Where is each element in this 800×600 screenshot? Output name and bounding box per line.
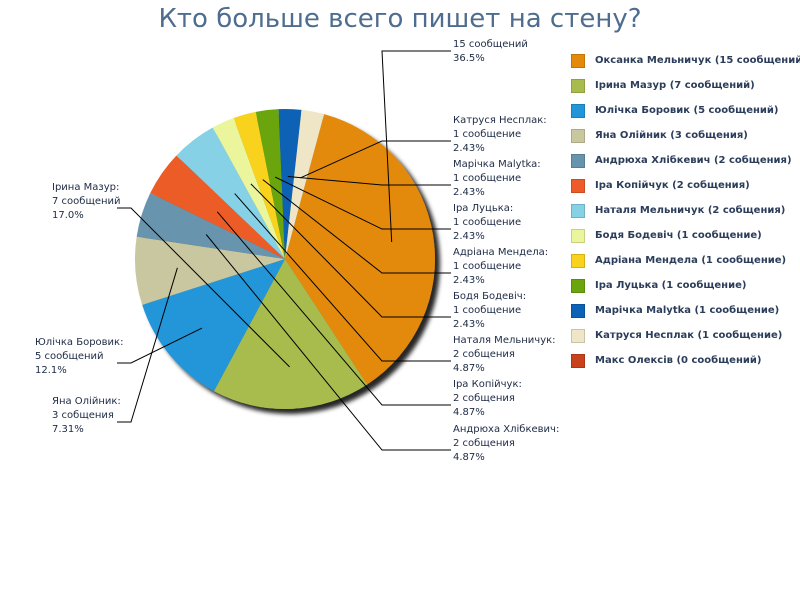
legend-item[interactable]: Бодя Бодевіч (1 сообщение) — [571, 223, 796, 248]
legend-label: Ірина Мазур (7 сообщений) — [595, 80, 755, 91]
legend-label: Бодя Бодевіч (1 сообщение) — [595, 230, 762, 241]
legend-swatch — [571, 78, 585, 93]
legend-item[interactable]: Яна Олійник (3 собщения) — [571, 123, 796, 148]
legend-item[interactable]: Макс Олексів (0 сообщений) — [571, 348, 796, 373]
legend-label: Оксанка Мельничук (15 сообщений) — [595, 55, 800, 66]
legend-swatch — [571, 353, 585, 368]
legend-swatch — [571, 303, 585, 318]
legend-item[interactable]: Наталя Мельничук (2 собщения) — [571, 198, 796, 223]
leader-line — [381, 50, 451, 243]
legend-label: Яна Олійник (3 собщения) — [595, 130, 748, 141]
pie-slice — [176, 127, 285, 259]
legend-item[interactable]: Марічка Malytka (1 сообщение) — [571, 298, 796, 323]
slice-label: Бодя Бодевіч: 1 сообщение 2.43% — [453, 290, 526, 330]
legend-swatch — [571, 128, 585, 143]
legend-item[interactable]: Андрюха Хлібкевич (2 собщения) — [571, 148, 796, 173]
leader-line — [117, 327, 203, 364]
slice-label: Андрюха Хлібкевич: 2 собщения 4.87% — [453, 423, 559, 463]
legend-swatch — [571, 253, 585, 268]
legend-label: Адріана Мендела (1 сообщение) — [595, 255, 787, 266]
leader-line — [300, 140, 451, 179]
leader-line — [262, 179, 451, 274]
pie-slice — [142, 259, 285, 392]
leader-line — [205, 234, 451, 451]
legend: Оксанка Мельничук (15 сообщений) Ірина Ма… — [571, 48, 800, 373]
legend-item[interactable]: Іра Луцька (1 сообщение) — [571, 273, 796, 298]
legend-label: Іра Луцька (1 сообщение) — [595, 280, 747, 291]
slice-label: Ірина Мазур: 7 сообщений 17.0% — [52, 182, 121, 221]
legend-label: Марічка Malytka (1 сообщение) — [595, 305, 780, 316]
legend-label: Макс Олексів (0 сообщений) — [595, 355, 762, 366]
legend-label: Юлічка Боровик (5 сообщений) — [595, 105, 779, 116]
slice-label: Іра Копійчук: 2 собщения 4.87% — [453, 378, 522, 418]
pie-slice — [134, 236, 285, 305]
legend-label: Іра Копійчук (2 собщения) — [595, 180, 750, 191]
legend-swatch — [571, 278, 585, 293]
leader-line — [117, 267, 178, 423]
legend-item[interactable]: Катруся Несплак (1 сообщение) — [571, 323, 796, 348]
chart-title: Кто больше всего пишет на стену? — [158, 4, 642, 34]
pie-slice — [212, 118, 285, 259]
legend-swatch — [571, 328, 585, 343]
legend-swatch — [571, 153, 585, 168]
leader-line — [216, 211, 451, 406]
legend-swatch — [571, 178, 585, 193]
legend-swatch — [571, 203, 585, 218]
pie-slices — [134, 109, 435, 409]
pie-slice — [233, 111, 285, 259]
slice-label: Іра Луцька: 1 сообщение 2.43% — [453, 203, 521, 242]
legend-item[interactable]: Оксанка Мельничук (15 сообщений) — [571, 48, 800, 73]
pie-slice — [150, 155, 285, 259]
leader-line — [274, 176, 451, 230]
legend-label: Катруся Несплак (1 сообщение) — [595, 330, 783, 341]
legend-swatch — [571, 228, 585, 243]
legend-item[interactable]: Іра Копійчук (2 собщения) — [571, 173, 796, 198]
slice-labels: 15 сообщений 36.5% Ірина Мазур: 7 сообщений… — [35, 39, 559, 463]
legend-label: Андрюха Хлібкевич (2 собщения) — [595, 155, 792, 166]
pie-slice — [285, 109, 325, 259]
legend-label: Наталя Мельничук (2 собщения) — [595, 205, 786, 216]
slice-label: Яна Олійник: 3 собщения 7.31% — [52, 395, 121, 435]
leader-line — [117, 207, 290, 368]
leader-line — [250, 183, 451, 318]
pie-slice — [136, 193, 285, 259]
pie-slice — [213, 259, 368, 409]
legend-item[interactable]: Юлічка Боровик (5 сообщений) — [571, 98, 796, 123]
legend-item[interactable]: Ірина Мазур (7 сообщений) — [571, 73, 796, 98]
slice-label: Катруся Несплак: 1 сообщение 2.43% — [453, 115, 547, 154]
legend-swatch — [571, 53, 585, 68]
slice-label: 15 сообщений 36.5% — [453, 39, 528, 64]
leader-line — [287, 176, 451, 186]
legend-swatch — [571, 103, 585, 118]
slice-label: Наталя Мельничук: 2 собщения 4.87% — [453, 335, 556, 374]
pie-slice — [255, 109, 285, 259]
slice-label: Марічка Malytka: 1 сообщение 2.43% — [453, 158, 541, 198]
slice-label: Юлічка Боровик: 5 сообщений 12.1% — [35, 336, 123, 376]
leader-line — [234, 193, 451, 362]
slice-label: Адріана Мендела: 1 сообщение 2.43% — [453, 246, 548, 286]
legend-item[interactable]: Адріана Мендела (1 сообщение) — [571, 248, 796, 273]
